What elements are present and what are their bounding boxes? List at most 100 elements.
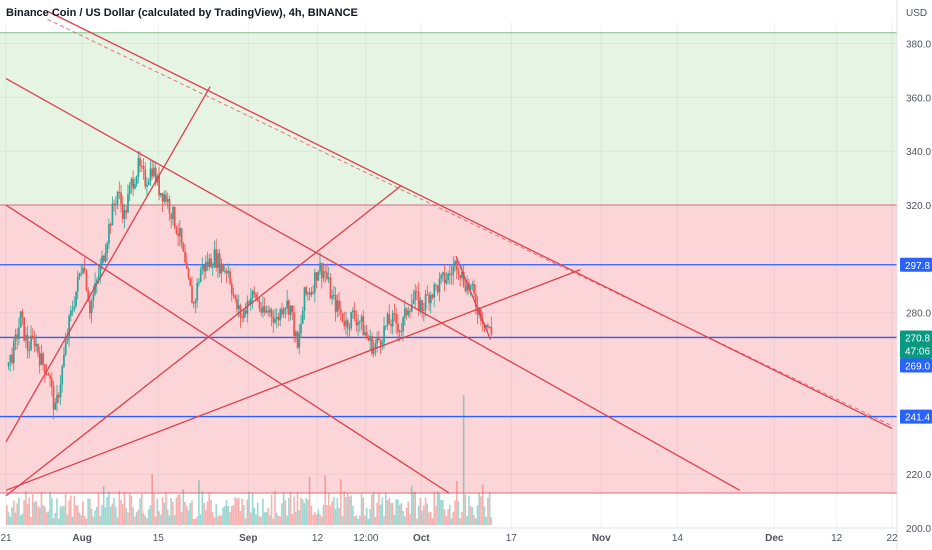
candle-body [343, 321, 346, 327]
volume-bar [480, 496, 482, 525]
volume-bar [121, 504, 124, 525]
trendlines[interactable] [5, 10, 893, 497]
candle-body [305, 287, 308, 294]
volume-bar [324, 475, 327, 525]
horizontal-levels[interactable] [0, 264, 897, 418]
time-axis[interactable]: 21 Aug 15 Sep 12 12:00 Oct 17 Nov 14 Dec 12 22 [0, 527, 898, 544]
candle-body [42, 353, 45, 365]
candle-body [218, 253, 221, 274]
candle-body [338, 300, 340, 310]
candle-body [45, 373, 48, 375]
volume-bar [307, 499, 309, 525]
candle-body [123, 210, 126, 219]
volume-bar [433, 492, 436, 525]
volume-bar [440, 500, 442, 525]
candle-body [127, 194, 129, 213]
candle-body [260, 308, 263, 313]
time-tick-label: Sep [239, 533, 257, 544]
candle-body [106, 243, 109, 254]
volume-bars [6, 395, 493, 525]
volume-bar [217, 516, 219, 525]
volume-bar [270, 494, 273, 525]
candle-body [40, 353, 43, 365]
volume-bar [402, 510, 404, 525]
candle-body [177, 233, 180, 237]
volume-bar [294, 512, 297, 525]
candle-body [314, 272, 316, 293]
volume-bar [282, 492, 285, 525]
candle-body [369, 336, 372, 341]
volume-bar [57, 518, 60, 525]
candle-body [485, 325, 488, 328]
time-tick-label: 12 [312, 533, 324, 544]
candle-body [284, 308, 287, 310]
volume-bar [116, 517, 119, 525]
volume-bar [386, 500, 389, 525]
last-price-tag: 270.8 [905, 333, 930, 344]
trendline-1 [47, 10, 893, 429]
candle-body [407, 310, 410, 316]
volume-bar [281, 503, 283, 525]
volume-bar [166, 509, 169, 525]
candle-body [37, 344, 39, 353]
volume-bar [431, 518, 434, 525]
price-tick-label: 360.0 [906, 93, 931, 104]
candle-body [378, 336, 380, 340]
candle-body [371, 336, 373, 354]
volume-bar [184, 501, 186, 525]
volume-bar [160, 514, 162, 525]
candle-body [230, 283, 233, 295]
candle-body [296, 331, 299, 348]
volume-bar [435, 505, 437, 525]
candle-body [192, 303, 195, 305]
volume-bar [37, 506, 39, 525]
candle-body [329, 277, 332, 299]
candle-body [350, 312, 353, 328]
candle-body [281, 309, 283, 315]
candle-body [457, 270, 460, 275]
candle-body [28, 350, 31, 352]
time-tick-label: 17 [506, 533, 518, 544]
candle-body [421, 300, 424, 311]
volume-bar [172, 501, 174, 525]
volume-bar [52, 518, 55, 525]
candle-body [286, 300, 289, 309]
volume-bar [85, 518, 88, 525]
volume-bar [14, 512, 17, 525]
candle-body [473, 283, 475, 294]
candle-body [125, 210, 128, 213]
volume-bar [130, 495, 133, 525]
candle-body [166, 199, 169, 202]
volume-bar [468, 495, 470, 525]
trendline-3 [5, 77, 741, 491]
candle-body [76, 276, 79, 292]
candle-body [87, 290, 90, 302]
candle-body [229, 271, 231, 284]
volume-bar [244, 518, 247, 525]
volume-bar [168, 515, 171, 525]
candle-body [324, 271, 327, 273]
candle-body [362, 316, 365, 336]
candle-body [35, 344, 38, 347]
volume-bar [120, 500, 122, 525]
candle-body [277, 317, 280, 321]
price-axis[interactable]: 380.0 360.0 340.0 320.0 280.0 220.0 200.0 297.8… [896, 0, 932, 550]
candle-body [33, 337, 36, 347]
candle-body [372, 348, 375, 354]
candle-body [303, 287, 306, 311]
candle-body [315, 272, 318, 281]
candle-body [282, 308, 285, 315]
volume-bar [462, 395, 465, 525]
candle-body [63, 354, 65, 367]
candle-body [179, 228, 181, 237]
volume-bar [97, 493, 100, 525]
candle-body [92, 293, 95, 301]
candle-body [436, 285, 439, 293]
candle-body [298, 333, 301, 348]
candle-body [104, 253, 107, 262]
candle-body [327, 277, 330, 279]
volume-bar [40, 492, 43, 525]
candle-body [376, 336, 379, 344]
volume-bar [288, 497, 290, 525]
